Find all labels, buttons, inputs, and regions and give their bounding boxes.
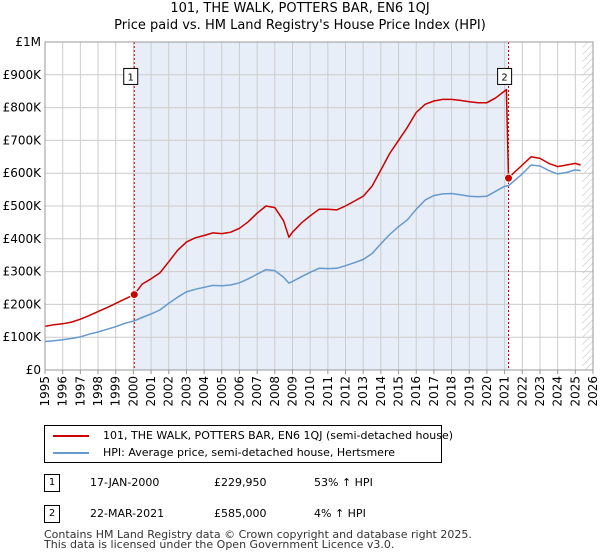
footer-line: Contains HM Land Registry data © Crown c…: [44, 528, 472, 541]
y-tick-label: £400K: [3, 232, 43, 246]
chart-subtitle: Price paid vs. HM Land Registry's House …: [114, 18, 486, 33]
x-tick-label: 2005: [215, 376, 229, 407]
x-tick-label: 2013: [356, 376, 370, 407]
marker-label-box: [123, 67, 139, 85]
x-tick-label: 2010: [303, 376, 317, 407]
sale-price: £585,000: [214, 507, 267, 520]
chart-legend: 101, THE WALK, POTTERS BAR, EN6 1QJ (sem…: [44, 425, 453, 463]
x-tick-label: 2007: [250, 376, 264, 407]
legend-swatch-price: [53, 435, 89, 437]
sale-hpi-change: 53% ↑ HPI: [314, 476, 373, 489]
sale-price: £229,950: [214, 476, 267, 489]
x-tick-label: 2003: [179, 376, 193, 407]
y-tick-label: £500K: [3, 199, 43, 213]
x-tick-label: 2026: [586, 376, 600, 407]
y-tick-label: £700K: [3, 133, 43, 147]
x-tick-label: 2015: [392, 376, 406, 407]
y-tick-label: £100K: [3, 330, 43, 344]
x-tick-label: 2001: [144, 376, 158, 407]
plot-frame: [44, 41, 594, 371]
x-tick-label: 2024: [551, 376, 565, 407]
x-tick-label: 2012: [339, 376, 353, 407]
x-tick-label: 2017: [427, 376, 441, 407]
x-tick-label: 2006: [232, 376, 246, 407]
marker-label-box: [497, 67, 513, 85]
copyright-footer: Contains HM Land Registry data © Crown c…: [44, 528, 472, 551]
x-tick-label: 2002: [162, 376, 176, 407]
sale-marker: [129, 290, 139, 300]
series-line-price: [44, 88, 581, 328]
price-chart: 1 2 £0 £100K £200K £300K £400K £500K £600K £700K…: [3, 35, 600, 407]
sale-date: 22-MAR-2021: [90, 507, 165, 520]
y-tick-label: £900K: [3, 68, 43, 82]
x-tick-label: 2019: [462, 376, 476, 407]
x-tick-label: 2025: [568, 376, 582, 407]
x-tick-label: 2008: [268, 376, 282, 407]
x-tick-label: 2016: [409, 376, 423, 407]
y-tick-label: £1M: [15, 35, 41, 49]
y-tick-label: £800K: [3, 101, 43, 115]
y-tick-label: £200K: [3, 297, 43, 311]
sale-number-badge: 2: [44, 505, 60, 523]
sale-marker: [504, 173, 514, 183]
legend-item-hpi: HPI: Average price, semi-detached house,…: [45, 445, 441, 461]
sale-hpi-change: 4% ↑ HPI: [314, 507, 366, 520]
x-tick-label: 2004: [197, 376, 211, 407]
x-tick-label: 2021: [498, 376, 512, 407]
x-tick-label: 2018: [445, 376, 459, 407]
y-tick-label: £300K: [3, 265, 43, 279]
x-tick-label: 1995: [38, 376, 52, 407]
marker-label: 1: [128, 72, 134, 83]
legend-label-price: 101, THE WALK, POTTERS BAR, EN6 1QJ (sem…: [103, 429, 454, 442]
x-tick-label: 2020: [480, 376, 494, 407]
x-tick-label: 2011: [321, 376, 335, 407]
sale-number-badge: 1: [44, 474, 60, 492]
x-tick-label: 1996: [56, 376, 70, 407]
y-tick-label: £0: [26, 363, 41, 377]
legend-swatch-hpi: [53, 452, 89, 454]
legend-item-price: 101, THE WALK, POTTERS BAR, EN6 1QJ (sem…: [45, 428, 453, 444]
y-tick-label: £600K: [3, 166, 43, 180]
sale-date: 17-JAN-2000: [90, 476, 160, 489]
x-tick-label: 1999: [109, 376, 123, 407]
x-tick-label: 2023: [533, 376, 547, 407]
x-tick-label: 2014: [374, 376, 388, 407]
marker-label: 2: [501, 72, 507, 83]
x-tick-label: 2000: [126, 376, 140, 407]
x-tick-label: 1998: [91, 376, 105, 407]
chart-title: 101, THE WALK, POTTERS BAR, EN6 1QJ: [170, 1, 430, 16]
x-tick-label: 2022: [515, 376, 529, 407]
footer-line: This data is licensed under the Open Gov…: [44, 538, 395, 551]
x-tick-label: 2009: [285, 376, 299, 407]
x-tick-label: 1997: [73, 376, 87, 407]
legend-label-hpi: HPI: Average price, semi-detached house,…: [103, 446, 395, 459]
series-line-hpi: [44, 164, 581, 343]
